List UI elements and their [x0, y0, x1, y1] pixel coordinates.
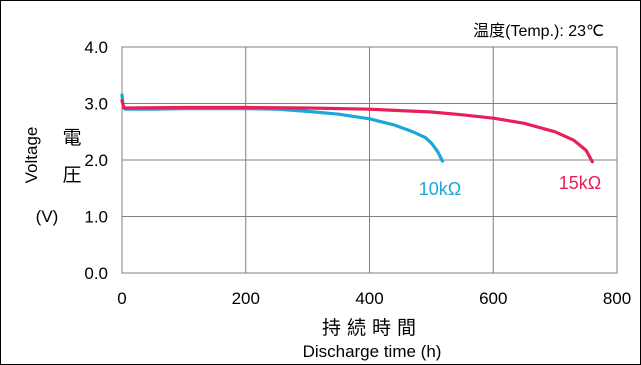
x-axis-label-jp: 持 続 時 間: [322, 317, 416, 339]
x-tick-labels: 0 200 400 600 800: [117, 289, 631, 308]
y-axis-label-jp-2: 圧: [62, 164, 81, 186]
series-label-1: 10kΩ: [419, 179, 461, 199]
grid-lines: [122, 47, 617, 273]
x-tick-label: 800: [603, 289, 631, 308]
y-axis-label-en: Voltage: [22, 127, 41, 184]
y-axis-label-jp-1: 電: [62, 127, 81, 149]
x-axis-label-en: Discharge time (h): [303, 342, 442, 361]
x-tick-label: 400: [355, 289, 383, 308]
x-tick-label: 0: [117, 289, 126, 308]
y-tick-label: 2.0: [84, 151, 108, 170]
y-tick-label: 1.0: [84, 208, 108, 227]
series-label-2: 15kΩ: [559, 173, 601, 193]
x-tick-label: 600: [479, 289, 507, 308]
x-tick-label: 200: [232, 289, 260, 308]
series-lines: 10kΩ 15kΩ: [120, 93, 601, 199]
y-tick-labels: 0.0 1.0 2.0 3.0 4.0: [84, 38, 108, 283]
y-axis-label-unit: (V): [36, 207, 59, 226]
series-line-2: [120, 99, 594, 164]
y-tick-label: 0.0: [84, 264, 108, 283]
temperature-annotation: 温度(Temp.): 23℃: [473, 22, 604, 40]
y-tick-label: 3.0: [84, 95, 108, 114]
y-tick-label: 4.0: [84, 38, 108, 57]
